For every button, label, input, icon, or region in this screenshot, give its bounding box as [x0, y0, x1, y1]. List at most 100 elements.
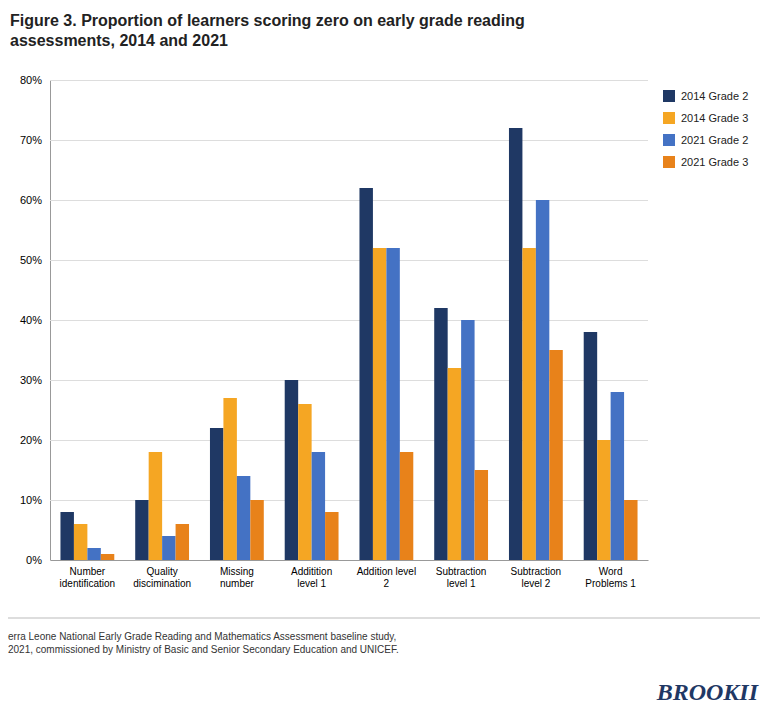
y-tick: 50% [20, 254, 648, 266]
bars [60, 128, 637, 560]
x-tick-label-line: level 1 [297, 578, 326, 589]
footer-line: 2021, commissioned by Ministry of Basic … [8, 644, 399, 655]
bar [522, 248, 535, 560]
bar [624, 500, 637, 560]
x-tick: Addition level2 [357, 560, 416, 589]
y-axis: 0%10%20%30%40%50%60%70%80% [20, 74, 648, 566]
separator [8, 618, 760, 619]
x-axis: Numberidentification Qualitydiscimination… [51, 560, 649, 589]
legend-swatch [663, 112, 675, 124]
bar-series [60, 128, 597, 560]
legend-swatch [663, 90, 675, 102]
bar [87, 548, 100, 560]
bar [285, 380, 298, 560]
bar [584, 332, 597, 560]
bar [74, 524, 87, 560]
bar [149, 452, 162, 560]
x-tick-label-line: Word [599, 566, 623, 577]
bar [162, 536, 175, 560]
x-tick-label-line: Additition [291, 566, 332, 577]
x-tick-label-line: identification [60, 578, 116, 589]
bar [536, 200, 549, 560]
y-tick-label: 70% [20, 134, 42, 146]
x-tick-label-line: Addition level [357, 566, 416, 577]
legend-item: 2014 Grade 3 [663, 112, 748, 124]
x-tick: Addititionlevel 1 [291, 560, 332, 589]
x-tick-label-line: 2 [384, 578, 390, 589]
y-tick: 60% [20, 194, 648, 206]
legend-item: 2014 Grade 2 [663, 90, 748, 102]
y-tick-label: 10% [20, 494, 42, 506]
x-tick-label: Numberidentification [60, 566, 116, 589]
grid-line [50, 140, 648, 141]
y-tick: 40% [20, 314, 648, 326]
legend-swatch [663, 156, 675, 168]
y-tick-label: 60% [20, 194, 42, 206]
bar-series [101, 350, 638, 560]
y-tick-label: 40% [20, 314, 42, 326]
y-tick-label: 0% [26, 554, 42, 566]
x-tick-label-line: Problems 1 [585, 578, 636, 589]
legend: 2014 Grade 2 2014 Grade 3 2021 Grade 2 2021… [663, 90, 748, 168]
x-tick-label: Addition level2 [357, 566, 416, 589]
y-tick-label: 80% [20, 74, 42, 86]
x-tick-label-line: level 2 [521, 578, 550, 589]
x-tick: Numberidentification [60, 560, 116, 589]
title: Figure 3. Proportion of learners scoring… [10, 12, 525, 49]
legend-label: 2014 Grade 2 [681, 90, 748, 102]
bar [135, 500, 148, 560]
x-tick-label-line: Missing [220, 566, 254, 577]
bar [434, 308, 447, 560]
plot: 0%10%20%30%40%50%60%70%80%Numberidentifi… [20, 74, 748, 589]
bar [475, 470, 488, 560]
x-tick-label-line: number [220, 578, 255, 589]
x-tick: Qualitydiscimination [133, 560, 191, 589]
legend-item: 2021 Grade 2 [663, 134, 748, 146]
legend-label: 2021 Grade 2 [681, 134, 748, 146]
bar-series [87, 200, 624, 560]
grid-line [50, 80, 648, 81]
x-tick-label-line: Quality [147, 566, 178, 577]
logo-text: BROOKII [656, 679, 760, 705]
bar [312, 452, 325, 560]
bar [509, 128, 522, 560]
bar [237, 476, 250, 560]
bar [60, 512, 73, 560]
x-tick-label: Subtractionlevel 2 [511, 566, 562, 589]
x-tick-label-line: Subtraction [511, 566, 562, 577]
bar [373, 248, 386, 560]
bar-series [74, 248, 611, 560]
y-tick: 70% [20, 134, 648, 146]
legend-label: 2014 Grade 3 [681, 112, 748, 124]
x-tick: Subtractionlevel 2 [511, 560, 562, 589]
bar [359, 188, 372, 560]
bar [461, 320, 474, 560]
legend-label: 2021 Grade 3 [681, 156, 748, 168]
grid-line [50, 320, 648, 321]
x-axis-line [51, 560, 649, 561]
footer-line: erra Leone National Early Grade Reading … [8, 631, 396, 642]
x-tick-label: WordProblems 1 [585, 566, 636, 589]
title-line: Figure 3. Proportion of learners scoring… [10, 12, 525, 29]
chart-container: Figure 3. Proportion of learners scoring… [0, 0, 768, 720]
y-tick-label: 50% [20, 254, 42, 266]
bar [448, 368, 461, 560]
bar [250, 500, 263, 560]
y-tick: 80% [20, 74, 648, 86]
x-tick-label-line: level 1 [447, 578, 476, 589]
bar [101, 554, 114, 560]
title-line: assessments, 2014 and 2021 [10, 32, 228, 49]
x-tick-label: Missingnumber [220, 566, 255, 589]
bar [223, 398, 236, 560]
x-tick-label: Addititionlevel 1 [291, 566, 332, 589]
x-tick: Subtractionlevel 1 [436, 560, 487, 589]
x-tick-label-line: Number [70, 566, 106, 577]
grid-line [50, 560, 648, 561]
footer-note: erra Leone National Early Grade Reading … [8, 631, 399, 655]
bar [597, 440, 610, 560]
bar [210, 428, 223, 560]
x-tick-label-line: Subtraction [436, 566, 487, 577]
bar [325, 512, 338, 560]
bar [611, 392, 624, 560]
legend-swatch [663, 134, 675, 146]
